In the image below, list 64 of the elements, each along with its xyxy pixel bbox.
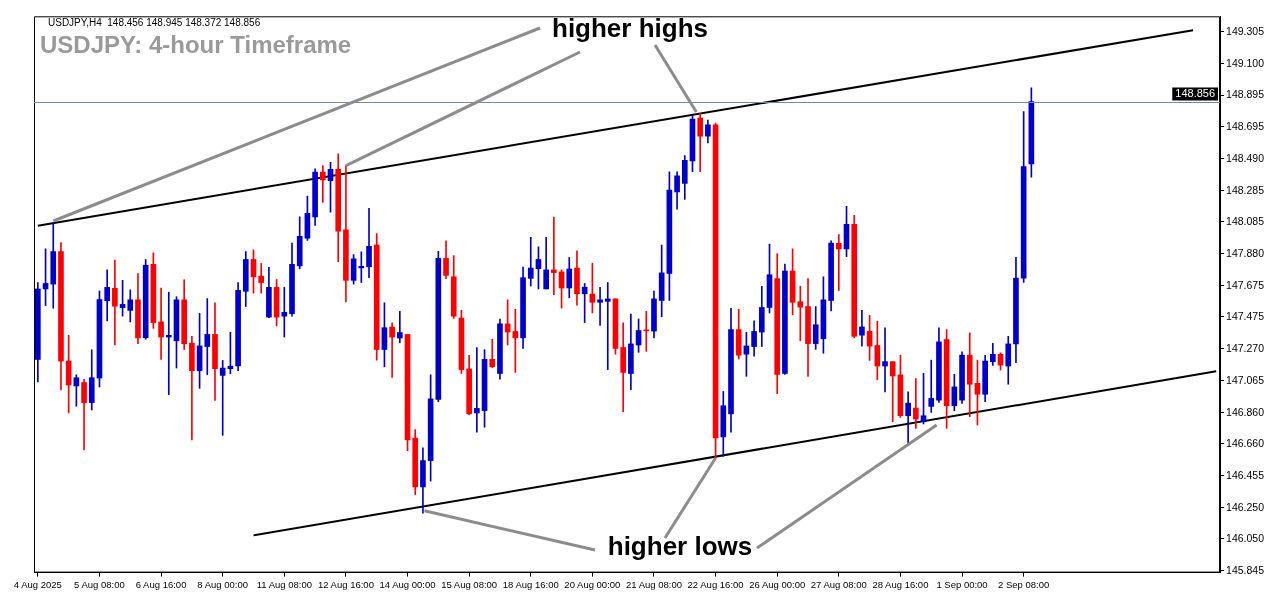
candlestick (258, 263, 265, 294)
y-tick-label: 148.695 (1226, 119, 1265, 132)
x-tick-label: 1 Sep 00:00 (936, 578, 988, 590)
annotation: higher highs (552, 13, 708, 44)
candlestick (219, 360, 226, 436)
candlestick (597, 286, 603, 326)
candlestick (158, 287, 164, 360)
candlestick (928, 359, 935, 413)
candlestick (397, 311, 403, 344)
y-tick-label: 146.050 (1226, 531, 1265, 544)
text: USDJPY: 4-hour Timeframe (40, 30, 352, 58)
candlestick (551, 216, 557, 296)
candlestick (112, 259, 118, 346)
x-tick-label: 28 Aug 16:00 (872, 578, 929, 590)
x-tick-label: 8 Aug 00:00 (197, 578, 249, 590)
annotation: USDJPY,H4 148.456 148.945 148.372 148.856 (48, 17, 261, 29)
x-tick-label: 4 Aug 2025 (13, 578, 62, 590)
candlestick (797, 285, 804, 342)
x-tick-label: 5 Aug 08:00 (74, 578, 125, 590)
x-tick-label: 22 Aug 16:00 (687, 578, 744, 590)
y-tick-label: 147.475 (1226, 309, 1265, 322)
x-tick-label: 6 Aug 16:00 (135, 578, 187, 590)
y-tick-label: 146.860 (1226, 405, 1265, 418)
x-tick-label: 11 Aug 08:00 (256, 578, 312, 590)
x-tick-label: 18 Aug 16:00 (502, 578, 559, 590)
candlestick (527, 237, 534, 287)
y-tick-label: 148.895 (1226, 88, 1265, 101)
x-tick-label: 20 Aug 00:00 (564, 578, 621, 590)
y-tick-label: 148.490 (1226, 151, 1265, 164)
y-tick-label: 149.100 (1226, 56, 1265, 69)
x-tick-label: 27 Aug 08:00 (810, 578, 867, 590)
candlestick (604, 282, 611, 370)
y-tick-label: 148.085 (1226, 214, 1265, 227)
candlestick (165, 291, 172, 396)
x-tick-label: 2 Sep 08:00 (998, 578, 1050, 590)
y-tick-label: 147.270 (1226, 341, 1265, 354)
candlestick (859, 310, 865, 347)
y-tick-label: 146.250 (1226, 500, 1265, 513)
candlestick (882, 327, 888, 393)
y-tick-label: 147.065 (1226, 373, 1265, 386)
y-tick-label: 147.880 (1226, 246, 1265, 259)
candlestick (913, 378, 919, 429)
candlestick (358, 251, 365, 283)
candlestick (835, 234, 842, 291)
y-tick-label: 146.455 (1226, 468, 1265, 481)
y-tick-label: 149.305 (1226, 24, 1265, 37)
x-tick-label: 14 Aug 00:00 (379, 578, 436, 590)
x-tick-label: 15 Aug 08:00 (441, 578, 498, 590)
candlestick (389, 322, 395, 378)
candlestick (474, 347, 480, 433)
x-tick-label: 12 Aug 16:00 (317, 578, 374, 590)
ref-line-label: 148.856 (1175, 87, 1216, 100)
y-tick-label: 148.285 (1226, 183, 1265, 196)
x-tick-label: 26 Aug 00:00 (749, 578, 806, 590)
y-tick-label: 146.660 (1226, 436, 1265, 449)
y-tick-label: 145.845 (1226, 563, 1265, 576)
y-tick-label: 147.675 (1226, 278, 1265, 291)
candlestick (889, 361, 896, 422)
x-tick-label: 21 Aug 08:00 (625, 578, 682, 590)
candlestick (204, 298, 211, 376)
candlestick (319, 165, 326, 203)
annotation: higher lows (607, 531, 753, 562)
candlestick (281, 287, 288, 338)
candlestick (643, 311, 650, 352)
